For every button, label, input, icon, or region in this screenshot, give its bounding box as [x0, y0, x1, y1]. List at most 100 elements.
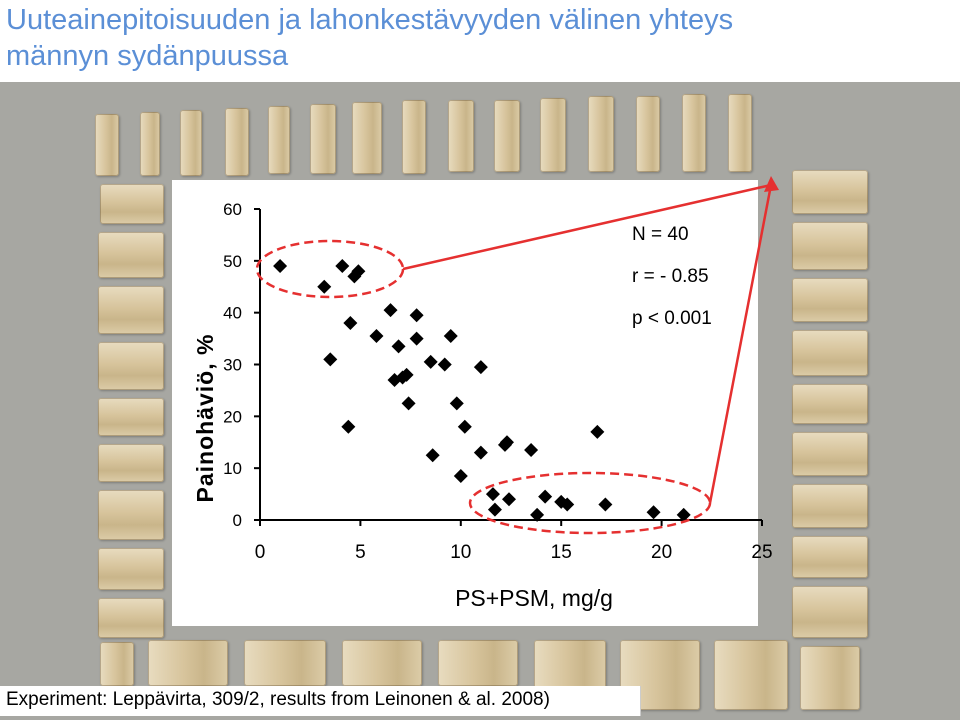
- data-point: [499, 435, 514, 450]
- wood-block: [342, 640, 422, 686]
- x-tick-label: 20: [651, 542, 672, 563]
- data-point: [323, 352, 338, 367]
- data-point: [453, 468, 468, 483]
- wood-block: [800, 646, 860, 710]
- data-point: [473, 445, 488, 460]
- wood-block: [98, 342, 164, 390]
- wood-block: [310, 104, 336, 174]
- arrow-line: [708, 184, 773, 504]
- y-tick-label: 60: [223, 200, 242, 219]
- data-point: [598, 497, 613, 512]
- data-point: [351, 264, 366, 279]
- data-point: [487, 502, 502, 517]
- wood-block: [636, 96, 660, 172]
- wood-block: [225, 108, 249, 176]
- wood-block: [792, 170, 868, 214]
- wood-block: [98, 598, 164, 638]
- data-point: [409, 308, 424, 323]
- data-point: [437, 357, 452, 372]
- wood-block: [792, 536, 868, 578]
- arrowhead: [764, 176, 779, 192]
- stat-annotation: r = - 0.85: [632, 266, 709, 287]
- wood-block: [588, 96, 614, 172]
- x-axis-title: PS+PSM, mg/g: [455, 585, 613, 611]
- data-point: [473, 360, 488, 375]
- wood-block: [792, 432, 868, 476]
- caption-box: Experiment: Leppävirta, 309/2, results f…: [0, 686, 641, 716]
- wood-block: [98, 286, 164, 334]
- wood-block: [792, 278, 868, 322]
- data-point: [676, 507, 691, 522]
- x-tick-label: 25: [751, 542, 772, 563]
- data-point: [343, 316, 358, 331]
- data-point: [443, 328, 458, 343]
- chart-points: [273, 259, 691, 522]
- wood-block: [728, 94, 752, 172]
- data-point: [341, 419, 356, 434]
- y-tick-label: 40: [223, 304, 242, 323]
- x-tick-label: 0: [255, 542, 266, 563]
- wood-block: [95, 114, 119, 176]
- wood-block: [540, 98, 566, 172]
- wood-block: [682, 94, 706, 172]
- wood-block: [494, 100, 520, 172]
- chart-annotations: N = 40 r = - 0.85 p < 0.001: [255, 176, 779, 535]
- wood-block: [792, 222, 868, 270]
- wood-block: [98, 548, 164, 590]
- data-point: [409, 331, 424, 346]
- data-point: [538, 489, 553, 504]
- arrow-line: [402, 183, 772, 271]
- y-tick-label: 30: [223, 356, 242, 375]
- x-tick-label: 10: [450, 542, 471, 563]
- wood-block: [244, 640, 326, 686]
- slide-title-line-1: Uuteainepitoisuuden ja lahonkestävyyden …: [6, 4, 734, 36]
- data-point: [317, 279, 332, 294]
- x-tick-label: 5: [355, 542, 366, 563]
- stat-annotation: N = 40: [632, 224, 689, 245]
- data-point: [457, 419, 472, 434]
- wood-block: [792, 484, 868, 528]
- data-point: [273, 259, 288, 274]
- y-tick-label: 0: [233, 511, 242, 530]
- wood-block: [100, 184, 164, 224]
- wood-block: [98, 490, 164, 540]
- wood-block: [352, 102, 382, 174]
- wood-block: [180, 110, 202, 176]
- data-point: [425, 448, 440, 463]
- data-point: [383, 303, 398, 318]
- wood-block: [98, 398, 164, 436]
- data-point: [501, 492, 516, 507]
- wood-block: [714, 640, 788, 710]
- wood-block: [98, 232, 164, 278]
- wood-block: [438, 640, 518, 686]
- data-point: [524, 443, 539, 458]
- caption-text: Experiment: Leppävirta, 309/2, results f…: [6, 689, 550, 710]
- wood-block: [448, 100, 474, 172]
- data-point: [369, 328, 384, 343]
- slide-title: Uuteainepitoisuuden ja lahonkestävyyden …: [6, 2, 946, 74]
- wood-block: [140, 112, 160, 176]
- y-tick-label: 20: [223, 407, 242, 426]
- data-point: [449, 396, 464, 411]
- data-point: [335, 259, 350, 274]
- data-point: [590, 424, 605, 439]
- wood-block: [98, 444, 164, 482]
- data-point: [401, 396, 416, 411]
- data-point: [485, 487, 500, 502]
- data-point: [399, 367, 414, 382]
- wood-block: [100, 642, 134, 686]
- wood-block: [268, 106, 290, 174]
- x-tick-label: 15: [551, 542, 572, 563]
- slide-title-line-2: männyn sydänpuussa: [6, 40, 289, 72]
- y-axis-title: Painohäviö, %: [192, 334, 218, 503]
- data-point: [560, 497, 575, 512]
- data-point: [391, 339, 406, 354]
- wood-block: [148, 640, 228, 686]
- wood-block: [792, 384, 868, 424]
- data-point: [530, 507, 545, 522]
- wood-block: [792, 586, 868, 638]
- stat-annotation: p < 0.001: [632, 308, 712, 329]
- y-axis-label-background: [198, 190, 258, 530]
- wood-block: [402, 100, 426, 174]
